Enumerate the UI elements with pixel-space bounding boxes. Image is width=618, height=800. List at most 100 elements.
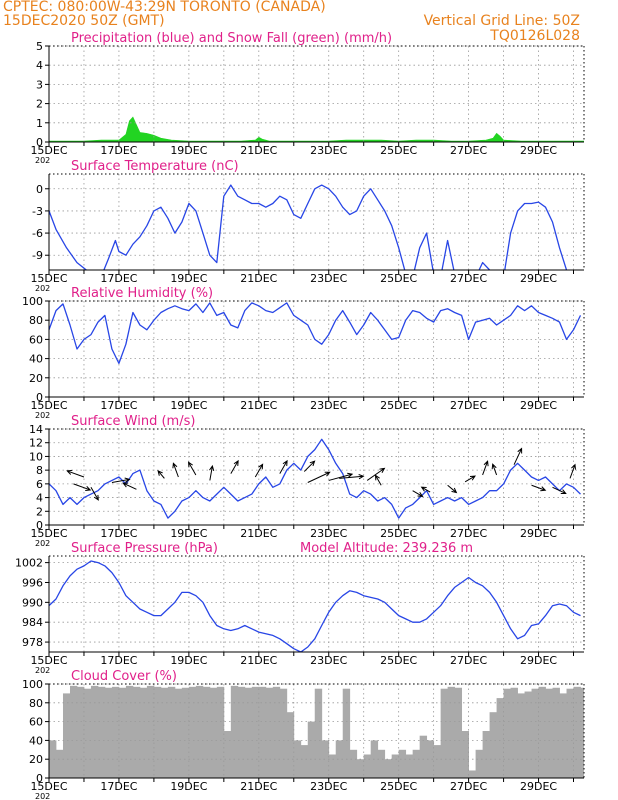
grid-line-note: Vertical Grid Line: 50Z	[423, 13, 580, 29]
x-tick-label: 17DEC	[100, 527, 137, 540]
wind-arrow	[187, 461, 197, 476]
cloud-cover-bar	[55, 749, 64, 778]
cloud-cover-bar	[328, 754, 337, 778]
wind-arrow	[122, 482, 137, 490]
chart-panel-2: -9 -6 -3 0 15DEC 17DEC 19DEC 21DEC 23DEC 25DEC 27D…	[30, 159, 585, 293]
grid-lines	[49, 174, 584, 270]
wind-arrow	[254, 463, 264, 478]
wind-arrow	[464, 475, 476, 483]
y-tick-label: -6	[32, 227, 43, 240]
x-tick-label: 23DEC	[310, 654, 347, 667]
y-tick-label: 4	[36, 59, 43, 72]
cloud-cover-bar	[300, 745, 309, 778]
wind-arrow	[111, 477, 131, 483]
cloud-cover-bar	[503, 688, 511, 778]
cloud-cover-bar	[69, 685, 78, 778]
wind-arrow	[303, 460, 316, 472]
cloud-cover-bar	[251, 686, 260, 778]
x-tick-label: 21DEC	[240, 272, 277, 285]
cloud-cover-bar	[405, 754, 414, 778]
cloud-cover-bar	[104, 687, 113, 778]
wind-arrow	[482, 460, 489, 476]
y-tick-label: 100	[22, 678, 43, 691]
x-tick-label: 15DEC	[30, 399, 67, 412]
x-tick-label: 21DEC	[240, 780, 277, 793]
x-tick-label: 25DEC	[380, 654, 417, 667]
cloud-cover-bar	[335, 740, 344, 778]
y-tick-label: 0	[36, 519, 43, 532]
wind-arrow	[569, 463, 577, 479]
cloud-cover-bar	[391, 754, 400, 778]
y-tick-label: 20	[29, 372, 43, 385]
cloud-cover-bar	[167, 686, 176, 778]
x-tick-label: 25DEC	[380, 144, 417, 157]
y-tick-label: -9	[32, 249, 43, 262]
panel-title: Relative Humidity (%)	[71, 286, 213, 301]
cloud-cover-bar	[580, 687, 584, 778]
x-tick-label: 15DEC	[30, 780, 67, 793]
cloud-cover-bar	[468, 770, 477, 778]
wind-arrow	[531, 484, 547, 492]
cloud-cover-bar	[412, 749, 421, 778]
cloud-cover-bar	[286, 712, 295, 778]
y-tick-label: 0	[36, 183, 43, 196]
cloud-cover-bar	[559, 693, 567, 778]
y-tick-label: -3	[32, 205, 43, 218]
y-tick-label: 10	[29, 450, 43, 463]
y-tick-label: 20	[29, 753, 43, 766]
cloud-cover-bar	[160, 687, 169, 778]
cloud-cover-bar	[111, 686, 120, 778]
x-year-stub: 202	[35, 156, 50, 165]
y-tick-label: 8	[36, 464, 43, 477]
wind-arrow	[209, 464, 215, 481]
cloud-cover-bar	[62, 693, 71, 778]
cloud-cover-bar	[461, 731, 470, 778]
cloud-cover-bar	[146, 685, 155, 778]
model-id: TQ0126L028	[490, 28, 580, 44]
series-surface-pressure	[49, 560, 581, 652]
cloud-cover-bar	[342, 688, 351, 778]
cloud-cover-bar	[510, 687, 518, 778]
cloud-cover-bar	[181, 687, 190, 778]
x-tick-label: 29DEC	[520, 780, 557, 793]
cloud-cover-bar	[440, 688, 449, 778]
wind-arrow	[157, 469, 165, 479]
cloud-cover-bar	[272, 686, 281, 778]
grid-lines	[49, 683, 584, 778]
grid-lines	[49, 300, 584, 397]
y-tick-label: 60	[29, 716, 43, 729]
cloud-cover-bar	[356, 759, 365, 778]
wind-arrows	[66, 447, 577, 501]
wind-arrow	[279, 459, 288, 474]
cloud-cover-bar	[83, 688, 92, 778]
x-tick-label: 21DEC	[240, 144, 277, 157]
x-tick-label: 25DEC	[380, 272, 417, 285]
wind-arrow	[447, 484, 458, 494]
x-tick-label: 17DEC	[100, 654, 137, 667]
x-tick-label: 23DEC	[310, 399, 347, 412]
x-tick-label: 15DEC	[30, 272, 67, 285]
y-tick-label: 2	[36, 505, 43, 518]
wind-arrow	[307, 471, 331, 483]
wind-arrow	[366, 467, 386, 481]
cloud-cover-bar	[426, 740, 435, 778]
chart-panel-6: 0 20 40 60 80 100 15DEC 17DEC 19DEC 21DEC 23DEC 25D…	[22, 669, 585, 800]
cloud-cover-bar	[531, 688, 539, 778]
x-tick-label: 15DEC	[30, 144, 67, 157]
cloud-cover-bar	[517, 693, 525, 778]
cloud-cover-bar	[49, 740, 57, 778]
cloud-cover-bar	[90, 685, 99, 778]
x-tick-label: 15DEC	[30, 527, 67, 540]
cloud-cover-bar	[139, 687, 148, 778]
series-wind-speed	[49, 438, 581, 519]
cloud-cover-bar	[321, 740, 330, 778]
cloud-cover-bar	[496, 698, 504, 778]
cloud-cover-bar	[258, 686, 267, 778]
cloud-cover-bar	[174, 688, 183, 778]
x-year-stub: 202	[35, 539, 50, 548]
wind-arrow	[230, 459, 239, 474]
wind-arrow	[412, 490, 424, 497]
panel-annotation: Model Altitude: 239.236 m	[300, 541, 473, 556]
x-tick-label: 17DEC	[100, 144, 137, 157]
